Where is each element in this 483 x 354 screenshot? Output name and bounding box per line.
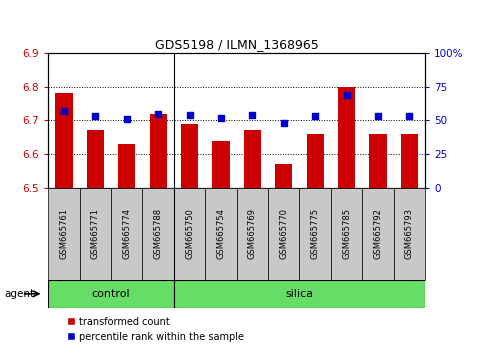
Bar: [307, 134, 324, 188]
Bar: [299, 188, 331, 280]
Bar: [401, 134, 418, 188]
Title: GDS5198 / ILMN_1368965: GDS5198 / ILMN_1368965: [155, 38, 319, 51]
Text: silica: silica: [285, 289, 313, 299]
Bar: [181, 124, 198, 188]
Bar: [237, 188, 268, 280]
Point: [249, 112, 256, 118]
Text: agent: agent: [5, 289, 35, 299]
Point: [92, 114, 99, 119]
Text: GSM665770: GSM665770: [279, 208, 288, 259]
Bar: [244, 131, 261, 188]
Text: GSM665788: GSM665788: [154, 208, 163, 259]
Text: GSM665792: GSM665792: [373, 208, 383, 259]
Point: [217, 115, 225, 120]
Text: GSM665761: GSM665761: [59, 208, 69, 259]
Point: [312, 114, 319, 119]
Bar: [174, 280, 425, 308]
Text: GSM665774: GSM665774: [122, 208, 131, 259]
Bar: [331, 188, 362, 280]
Text: GSM665754: GSM665754: [216, 208, 226, 259]
Text: GSM665771: GSM665771: [91, 208, 100, 259]
Bar: [150, 114, 167, 188]
Point: [406, 114, 413, 119]
Bar: [174, 188, 205, 280]
Bar: [80, 188, 111, 280]
Legend: transformed count, percentile rank within the sample: transformed count, percentile rank withi…: [63, 313, 248, 346]
Bar: [369, 134, 386, 188]
Bar: [56, 93, 72, 188]
Text: GSM665750: GSM665750: [185, 208, 194, 259]
Point: [343, 92, 351, 98]
Bar: [338, 87, 355, 188]
Point: [123, 116, 131, 122]
Point: [186, 112, 194, 118]
Bar: [48, 188, 80, 280]
Bar: [213, 141, 229, 188]
Bar: [362, 188, 394, 280]
Point: [374, 114, 382, 119]
Bar: [142, 188, 174, 280]
Bar: [205, 188, 237, 280]
Bar: [118, 144, 135, 188]
Bar: [394, 188, 425, 280]
Point: [280, 120, 288, 126]
Text: GSM665769: GSM665769: [248, 208, 257, 259]
Text: GSM665793: GSM665793: [405, 208, 414, 259]
Bar: [111, 188, 142, 280]
Bar: [87, 131, 104, 188]
Text: GSM665775: GSM665775: [311, 208, 320, 259]
Bar: [48, 280, 174, 308]
Text: GSM665785: GSM665785: [342, 208, 351, 259]
Bar: [275, 164, 292, 188]
Point: [155, 111, 162, 116]
Point: [60, 108, 68, 114]
Text: control: control: [92, 289, 130, 299]
Bar: [268, 188, 299, 280]
